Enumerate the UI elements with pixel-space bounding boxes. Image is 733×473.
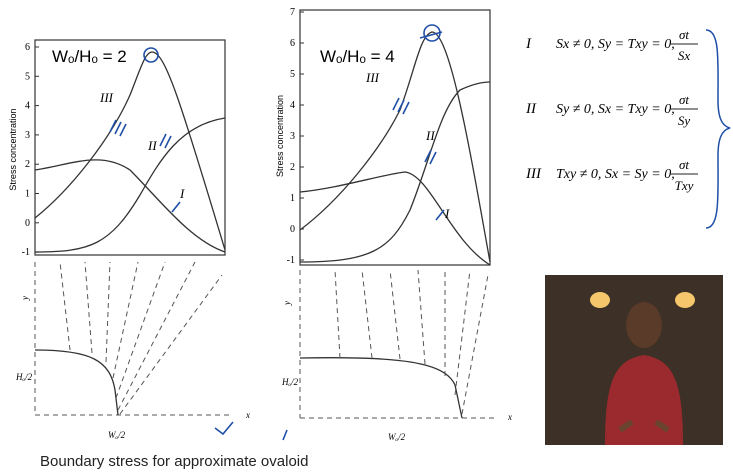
annotation <box>393 32 444 220</box>
axis-label: Stress concentration <box>8 109 18 191</box>
y-tick-label: 7 <box>290 7 295 18</box>
y-tick-label: 3 <box>25 130 30 141</box>
boundary <box>300 358 462 418</box>
fraction-denominator: Sx <box>678 48 691 63</box>
drawing-label: Hₒ/2 <box>281 377 299 387</box>
boundary <box>35 350 118 415</box>
y-tick-label: 4 <box>25 101 30 112</box>
annotation <box>110 120 180 212</box>
case-label: III <box>525 166 542 182</box>
y-tick-label: 4 <box>290 100 295 111</box>
contour <box>60 262 222 414</box>
y-tick-label: 0 <box>290 224 295 235</box>
y-tick-label: 3 <box>290 131 295 142</box>
case-label: I <box>525 36 532 52</box>
head <box>626 302 662 348</box>
curve-iii <box>300 32 490 262</box>
y-tick-label: 0 <box>25 218 30 229</box>
drawing-label: x <box>507 412 512 422</box>
curve-iii <box>35 52 225 250</box>
drawing-label: Hₒ/2 <box>15 372 33 382</box>
case-label: II <box>525 101 537 117</box>
y-tick-label: 6 <box>290 38 295 49</box>
curve-i <box>35 160 225 252</box>
contour <box>335 270 488 414</box>
drawing-label: Wₒ/2 <box>108 430 126 440</box>
curve-label: III <box>365 70 380 85</box>
plot-frame <box>35 40 225 255</box>
axis-label: Stress concentration <box>275 95 285 177</box>
slide: Wₒ/Hₒ = 2Stress concentration6543210-1II… <box>0 0 733 473</box>
case-condition: Sy ≠ 0, Sx = Txy = 0, <box>556 102 675 117</box>
curve-i <box>300 172 490 265</box>
fraction-denominator: Txy <box>675 178 694 193</box>
y-tick-label: 5 <box>290 69 295 80</box>
drawing-label: Wₒ/2 <box>388 432 406 442</box>
axis <box>35 262 230 415</box>
fraction-denominator: Sy <box>678 113 691 128</box>
fraction-numerator: σt <box>679 27 689 42</box>
brace <box>706 30 730 228</box>
drawing-label: x <box>245 410 250 420</box>
light <box>590 292 610 308</box>
case-condition: Sx ≠ 0, Sy = Txy = 0, <box>556 37 675 52</box>
light <box>675 292 695 308</box>
fraction-numerator: σt <box>679 157 689 172</box>
curve-label: III <box>99 90 114 105</box>
panel-label: Wₒ/Hₒ = 2 <box>52 47 127 66</box>
fraction-numerator: σt <box>679 92 689 107</box>
y-tick-label: 6 <box>25 42 30 53</box>
curve-label: I <box>179 186 185 201</box>
y-tick-label: -1 <box>287 255 295 266</box>
y-tick-label: 1 <box>25 189 30 200</box>
curve-label: II <box>147 138 157 153</box>
curve-label: II <box>425 128 435 143</box>
curve-label: I <box>444 206 450 221</box>
y-tick-label: 1 <box>290 193 295 204</box>
annotation <box>215 422 287 440</box>
y-tick-label: 2 <box>25 159 30 170</box>
annotation <box>144 48 158 62</box>
panel-label: Wₒ/Hₒ = 4 <box>320 47 395 66</box>
case-condition: Txy ≠ 0, Sx = Sy = 0, <box>556 167 675 182</box>
caption: Boundary stress for approximate ovaloid <box>40 453 308 470</box>
y-tick-label: 5 <box>25 71 30 82</box>
drawing-label: y <box>20 296 30 301</box>
y-tick-label: 2 <box>290 162 295 173</box>
y-tick-label: -1 <box>22 247 30 258</box>
curve-ii <box>35 118 225 252</box>
drawing-label: y <box>282 301 292 306</box>
